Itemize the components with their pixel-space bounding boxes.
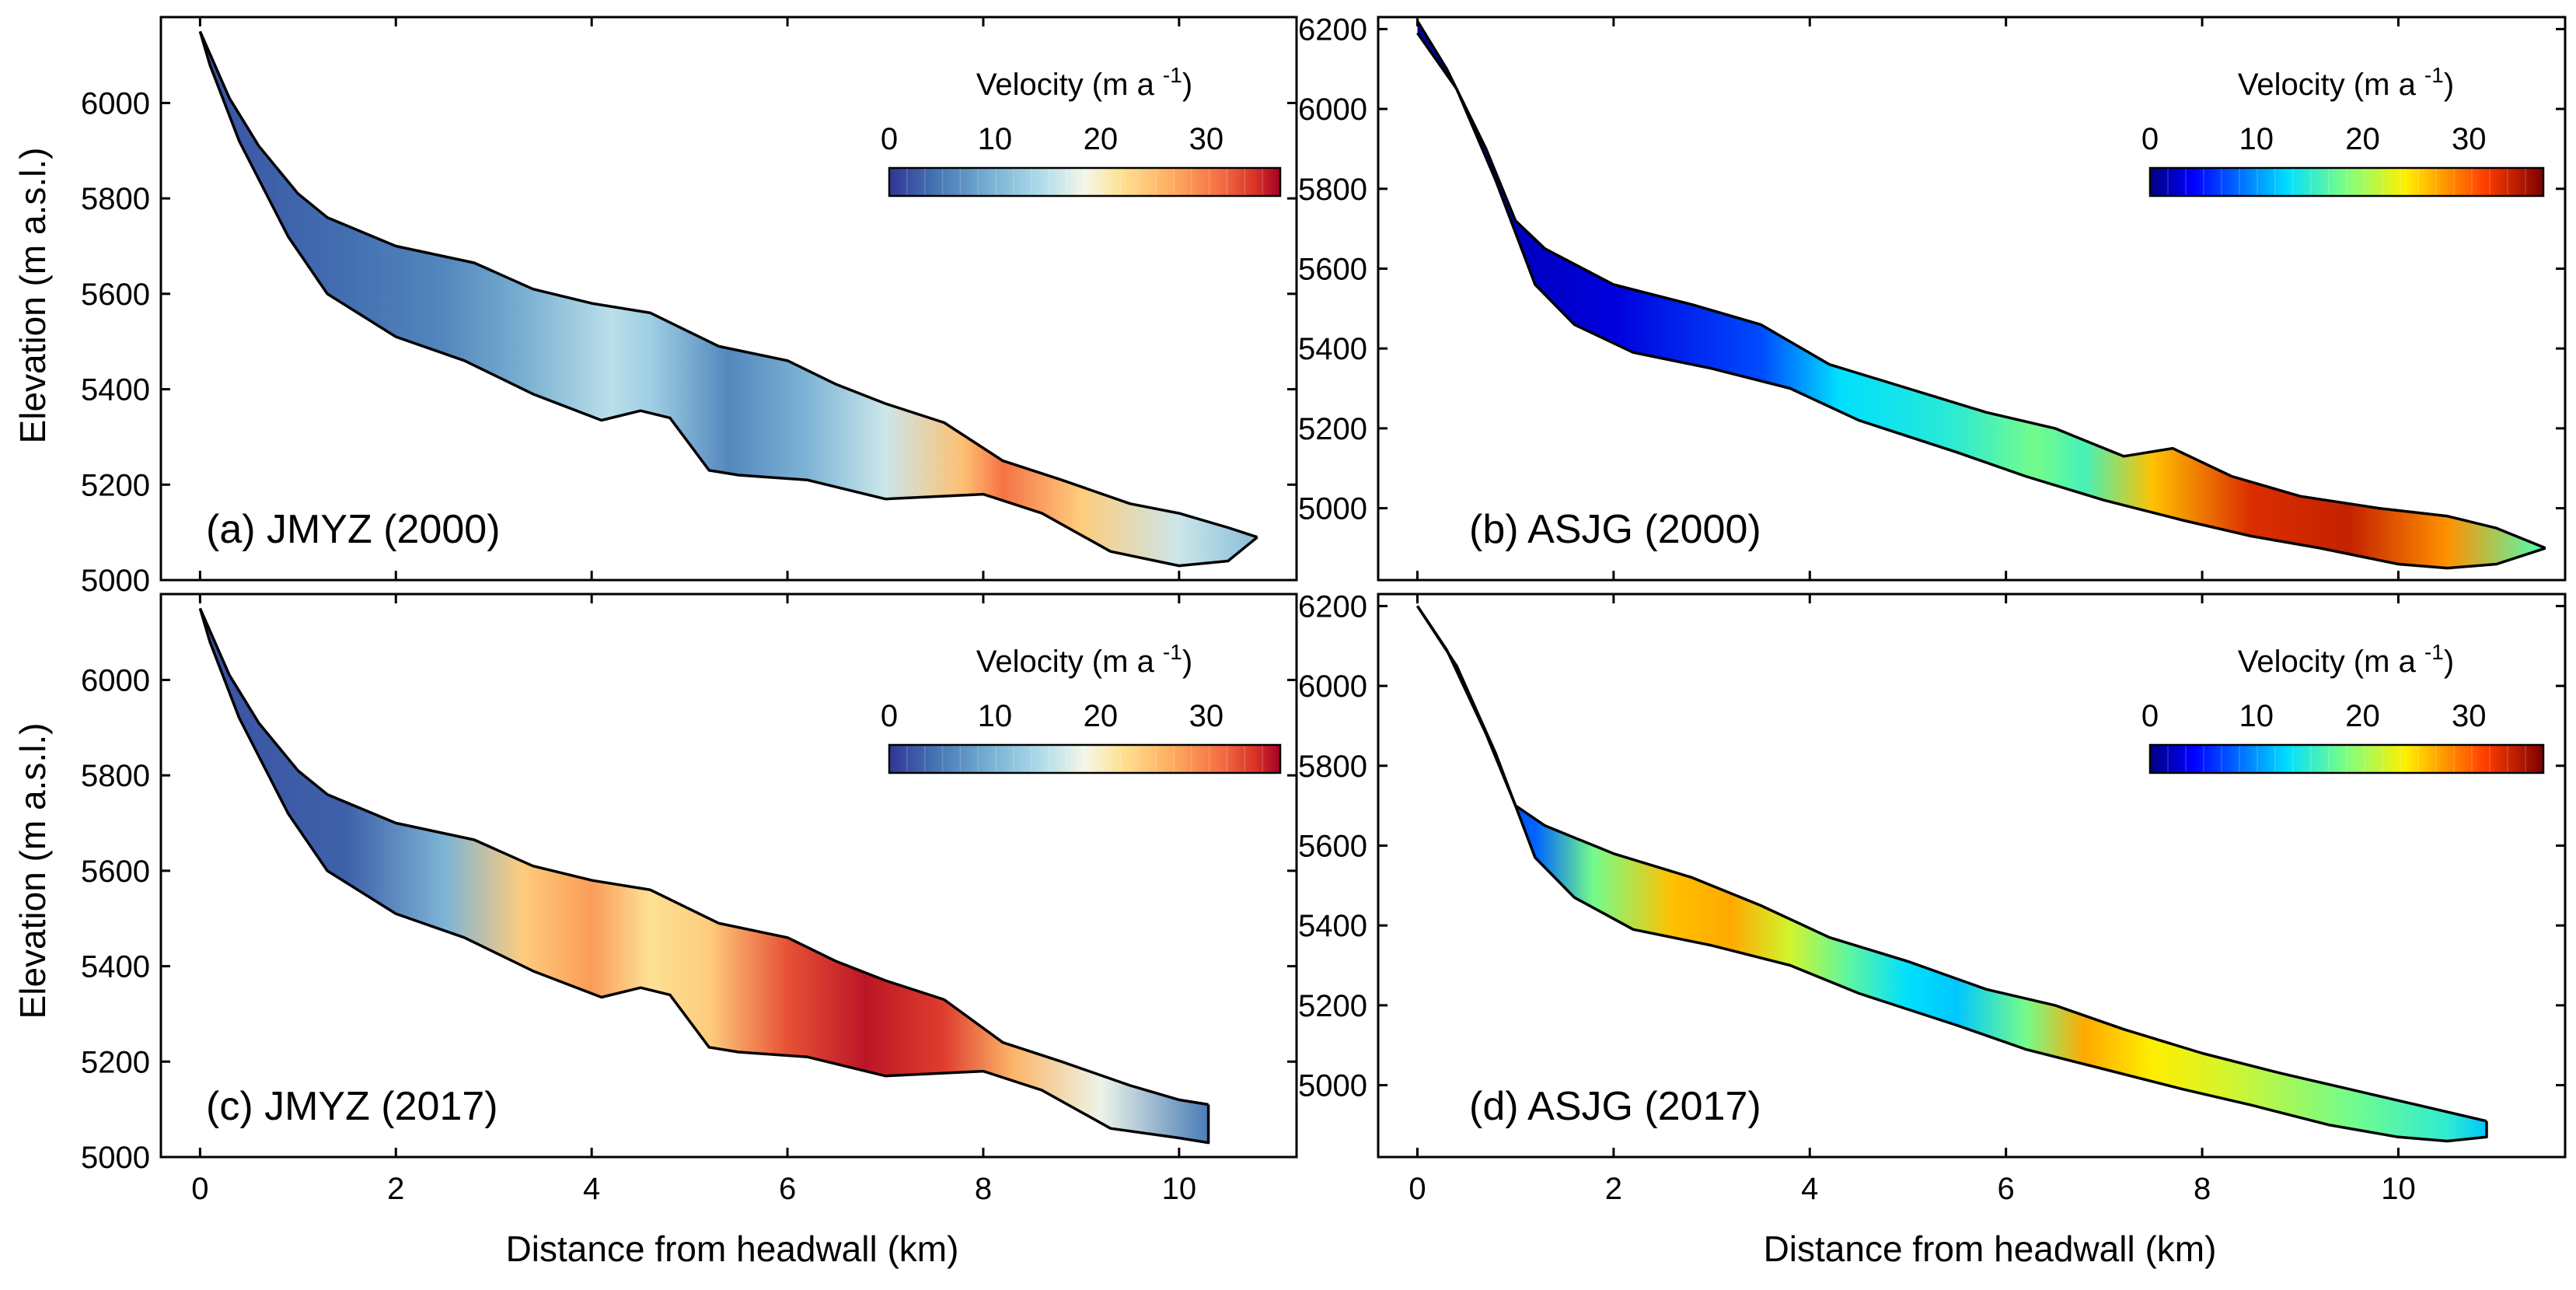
colorbar-title-c: Velocity (m a -1) <box>976 640 1192 679</box>
panel-b: 5000 5200 5400 5600 5800 6000 6200 (b) ASJG (20… <box>1298 12 2567 582</box>
colorbar-tick-label: 10 <box>978 122 1013 156</box>
x-tick-label: 2 <box>387 1172 404 1206</box>
colorbar-tick-label: 10 <box>2239 699 2274 733</box>
x-axis-title-right: Distance from headwall (km) <box>1764 1229 2217 1269</box>
y-tick-label: 5200 <box>1298 989 1367 1023</box>
x-tick-label: 4 <box>1801 1172 1818 1206</box>
y-axis-title-top: Elevation (m a.s.l.) <box>12 148 53 444</box>
y-tick-label: 6000 <box>81 663 150 697</box>
colorbar-frame-b <box>2148 166 2545 198</box>
panel-d: 5000 5200 5400 5600 5800 6000 6200 0 2 4 6 8 10 (d) A… <box>1298 589 2567 1206</box>
x-tick-label: 6 <box>1998 1172 2015 1206</box>
y-tick-label: 5800 <box>81 759 150 793</box>
y-tick-label: 5600 <box>1298 829 1367 863</box>
colorbar-frame-a <box>888 166 1282 198</box>
surface-line-c <box>198 607 1209 1106</box>
colorbar-tick-label: 0 <box>2141 699 2159 733</box>
x-tick-label: 8 <box>975 1172 992 1206</box>
glacier-body-a <box>200 31 1258 566</box>
y-tick-label: 5400 <box>1298 332 1367 366</box>
y-tick-label: 5200 <box>81 468 150 502</box>
y-tick-label: 5400 <box>81 373 150 407</box>
colorbar-d <box>2150 745 2543 773</box>
bed-line-b <box>1416 32 2546 570</box>
axes-frame-c <box>159 593 1298 1159</box>
bed-line-c <box>198 607 1210 1145</box>
y-tick-label: 6000 <box>1298 669 1367 704</box>
x-tick-label: 0 <box>1408 1172 1426 1206</box>
x-tick-label: 10 <box>1162 1172 1197 1206</box>
colorbar-tick-label: 0 <box>881 699 898 733</box>
colorbar-tick-label: 20 <box>2345 699 2380 733</box>
colorbar-c <box>889 745 1280 773</box>
axes-frame-b <box>1377 16 2567 582</box>
y-tick-label: 5600 <box>1298 252 1367 286</box>
y-tick-label: 5600 <box>81 855 150 889</box>
y-tick-label: 5000 <box>1298 492 1367 526</box>
y-tick-label: 6200 <box>1298 12 1367 47</box>
colorbar-tick-label: 30 <box>2452 699 2487 733</box>
colorbar-b <box>2150 168 2543 196</box>
y-tick-label: 5400 <box>1298 909 1367 943</box>
y-tick-label: 5200 <box>1298 412 1367 446</box>
colorbar-tick-label: 10 <box>2239 122 2274 156</box>
x-tick-label: 4 <box>583 1172 600 1206</box>
y-tick-label: 5800 <box>81 182 150 216</box>
x-axis-title-left: Distance from headwall (km) <box>506 1229 959 1269</box>
glacier-body-b <box>1417 21 2546 568</box>
bed-line-d <box>1416 605 2488 1143</box>
y-tick-label: 5000 <box>1298 1069 1367 1103</box>
colorbar-tick-label: 30 <box>1189 122 1224 156</box>
x-tick-label: 0 <box>191 1172 208 1206</box>
y-tick-label: 5000 <box>81 1141 150 1175</box>
colorbar-title-a: Velocity (m a -1) <box>976 63 1192 102</box>
x-tick-label: 10 <box>2381 1172 2416 1206</box>
y-tick-label: 5400 <box>81 950 150 984</box>
surface-line-a <box>198 30 1258 539</box>
y-tick-label: 5600 <box>81 278 150 312</box>
x-tick-label: 6 <box>779 1172 796 1206</box>
y-tick-label: 5800 <box>1298 173 1367 207</box>
colorbar-tick-label: 20 <box>2345 122 2380 156</box>
x-tick-label: 2 <box>1605 1172 1622 1206</box>
axes-frame-d <box>1377 593 2567 1159</box>
panel-label-a: (a) JMYZ (2000) <box>206 507 501 552</box>
colorbar-tick-label: 20 <box>1084 122 1119 156</box>
colorbar-tick-label: 20 <box>1084 699 1119 733</box>
x-tick-label: 8 <box>2194 1172 2211 1206</box>
colorbar-frame-c <box>888 743 1282 774</box>
colorbar-tick-label: 30 <box>1189 699 1224 733</box>
colorbar-frame-d <box>2148 743 2545 774</box>
y-tick-label: 6000 <box>1298 93 1367 127</box>
y-tick-label: 6200 <box>1298 589 1367 624</box>
panel-a: 5000 5200 5400 5600 5800 6000 (a) JMYZ (2000) 0… <box>81 16 1298 598</box>
bed-line-a <box>198 30 1258 568</box>
colorbar-title-d: Velocity (m a -1) <box>2238 640 2454 679</box>
colorbar-tick-label: 0 <box>881 122 898 156</box>
y-axis-title-bottom: Elevation (m a.s.l.) <box>12 723 53 1019</box>
panel-label-d: (d) ASJG (2017) <box>1469 1084 1761 1129</box>
panel-label-b: (b) ASJG (2000) <box>1469 507 1761 552</box>
glacier-body-d <box>1417 606 2487 1141</box>
colorbar-tick-label: 10 <box>978 699 1013 733</box>
colorbar-title-b: Velocity (m a -1) <box>2238 63 2454 102</box>
axes-frame-a <box>159 16 1298 582</box>
panel-c: 5000 5200 5400 5600 5800 6000 0 2 4 6 8 10 (c) JMYZ … <box>81 593 1298 1206</box>
colorbar-tick-label: 30 <box>2452 122 2487 156</box>
glacier-body-c <box>200 608 1209 1143</box>
y-tick-label: 5200 <box>81 1045 150 1079</box>
y-tick-label: 6000 <box>81 86 150 121</box>
surface-line-b <box>1416 20 2546 550</box>
panel-label-c: (c) JMYZ (2017) <box>206 1084 498 1129</box>
colorbar-a <box>889 168 1280 196</box>
colorbar-tick-label: 0 <box>2141 122 2159 156</box>
y-tick-label: 5800 <box>1298 750 1367 784</box>
y-tick-label: 5000 <box>81 564 150 598</box>
